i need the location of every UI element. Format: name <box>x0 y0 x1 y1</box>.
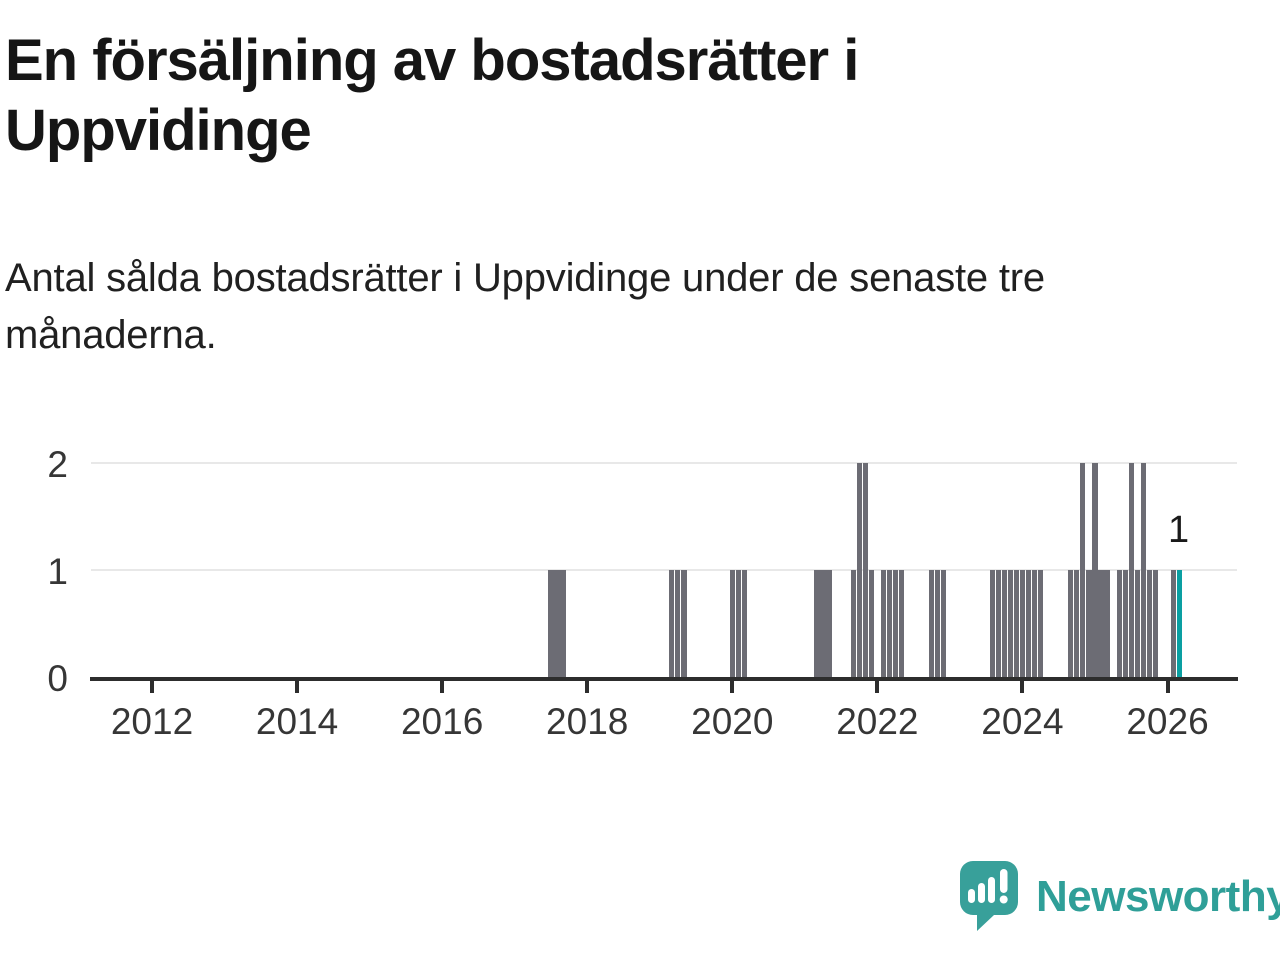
x-tick-2014 <box>295 681 300 693</box>
bar-2025-03 <box>1104 570 1110 677</box>
logo-exclamation-stem <box>1000 869 1008 893</box>
bar-2021-04 <box>820 570 826 677</box>
bar-2019-04 <box>675 570 681 677</box>
highlight-bar-2026-03 <box>1176 570 1183 677</box>
bar-2022-02 <box>880 570 886 677</box>
bar-2019-03 <box>669 570 675 677</box>
bar-2024-11 <box>1080 463 1086 677</box>
x-tick-label-2026: 2026 <box>1126 701 1209 742</box>
bar-2021-10 <box>856 463 862 677</box>
chart-title: En försäljning av bostadsrätter i Uppvid… <box>5 28 859 163</box>
x-tick-2024 <box>1020 681 1025 693</box>
logo-exclamation-dot <box>999 895 1008 904</box>
bar-2017-07 <box>548 570 554 677</box>
x-tick-label-2020: 2020 <box>691 701 774 742</box>
x-tick-label-2024: 2024 <box>981 701 1064 742</box>
x-tick-label-2012: 2012 <box>110 701 194 742</box>
bar-2020-01 <box>729 570 735 677</box>
bar-2022-05 <box>898 570 905 677</box>
bar-2026-02 <box>1170 570 1177 677</box>
x-tick-label-2016: 2016 <box>400 701 484 742</box>
bar-2022-10 <box>929 570 935 677</box>
bar-2024-09 <box>1068 570 1074 677</box>
bar-2021-03 <box>814 570 820 677</box>
x-tick-2016 <box>440 681 445 693</box>
bar-2019-05 <box>681 570 687 677</box>
x-axis-line <box>90 677 1238 681</box>
bar-2025-05 <box>1116 570 1122 677</box>
bar-2017-09 <box>560 570 566 677</box>
bar-2022-04 <box>892 570 899 677</box>
bar-2023-12 <box>1013 570 1019 677</box>
x-tick-2022 <box>875 681 880 693</box>
x-tick-label-2014: 2014 <box>255 701 339 742</box>
bar-2023-09 <box>995 570 1001 677</box>
bar-2022-12 <box>941 570 947 677</box>
chart-subtitle: Antal sålda bostadsrätter i Uppvidinge u… <box>5 256 1045 357</box>
bar-2024-12 <box>1086 570 1092 677</box>
bar-2024-01 <box>1019 570 1026 677</box>
latest-value-label: 1 <box>1168 509 1190 551</box>
x-tick-2020 <box>730 681 735 693</box>
bar-2025-06 <box>1122 570 1128 677</box>
newsworthy-logo-icon <box>960 861 1018 931</box>
bar-2023-08 <box>989 570 995 677</box>
bar-2022-03 <box>886 570 893 677</box>
bar-2020-03 <box>741 570 747 677</box>
newsworthy-logo: Newsworthy <box>958 860 1280 934</box>
bar-2021-09 <box>850 570 856 677</box>
x-tick-label-2018: 2018 <box>546 701 629 742</box>
bar-2025-08 <box>1134 570 1140 677</box>
bar-2022-11 <box>935 570 941 677</box>
bar-2024-02 <box>1025 570 1032 677</box>
bar-2024-04 <box>1037 570 1044 677</box>
bar-2021-12 <box>868 570 874 677</box>
bar-2024-03 <box>1031 570 1038 677</box>
x-tick-label-2022: 2022 <box>836 701 919 742</box>
gridline-y1 <box>91 569 1237 571</box>
bar-2025-11 <box>1152 570 1158 677</box>
bar-2021-05 <box>826 570 832 677</box>
logo-bar-medium <box>978 883 985 903</box>
newsworthy-logo-text: Newsworthy <box>1036 872 1280 921</box>
bar-2025-10 <box>1146 570 1152 677</box>
bar-2017-08 <box>554 570 560 677</box>
bar-2024-10 <box>1074 570 1080 677</box>
gridline-y2 <box>91 462 1237 464</box>
bar-2025-02 <box>1098 570 1104 677</box>
logo-bar-small <box>968 889 975 903</box>
x-tick-2012 <box>150 681 154 693</box>
y-tick-label-2: 2 <box>47 444 68 485</box>
y-tick-label-1: 1 <box>47 551 68 592</box>
bar-2020-02 <box>735 570 741 677</box>
bar-2023-11 <box>1007 570 1013 677</box>
x-tick-2018 <box>585 681 590 693</box>
bar-2023-10 <box>1001 570 1007 677</box>
y-tick-label-0: 0 <box>47 658 68 699</box>
bar-2025-07 <box>1128 463 1134 677</box>
bar-2021-11 <box>862 463 868 677</box>
bar-2025-01 <box>1092 463 1098 677</box>
bar-2025-09 <box>1140 463 1146 677</box>
logo-bar-large <box>988 877 995 903</box>
x-tick-2026 <box>1165 681 1170 693</box>
